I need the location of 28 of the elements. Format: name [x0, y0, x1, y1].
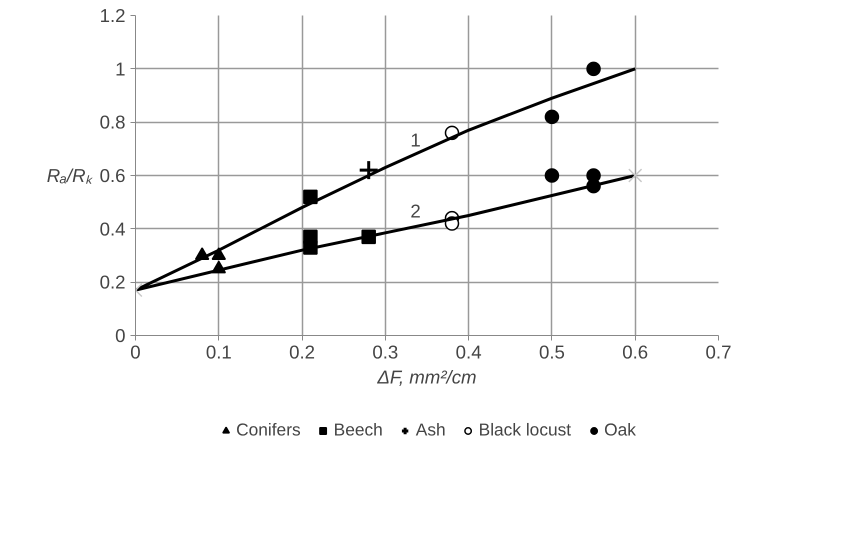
y-tick-label: 0.8: [100, 112, 126, 133]
point: [358, 160, 380, 181]
legend-label: Conifers: [236, 420, 301, 440]
x-tick-label: 0.7: [706, 342, 732, 362]
point: [544, 168, 560, 183]
point: [586, 62, 601, 76]
legend-label: Black locust: [478, 420, 572, 440]
y-tick-label: 1: [115, 58, 126, 80]
x-tick-label: 0.2: [289, 342, 316, 362]
x-axis-title: ΔF, mm²/cm: [376, 366, 477, 388]
y-tick-label: 0: [115, 325, 126, 346]
x-tick-label: 0.4: [456, 342, 482, 362]
y-tick-label: 1.2: [100, 5, 126, 26]
legend-label: Ash: [416, 420, 446, 440]
series-label: 2: [410, 200, 421, 222]
point: [544, 110, 560, 124]
x-tick-label: 0.6: [622, 342, 648, 362]
y-tick-label: 0.2: [100, 272, 126, 293]
x-tick-label: 0.1: [206, 342, 232, 362]
y-tick-label: 0.4: [100, 218, 126, 240]
x-tick-label: 0.5: [538, 342, 565, 362]
legend-label: Beech: [334, 420, 383, 440]
legend-label: Oak: [604, 420, 636, 440]
x-tick-label: 0.3: [372, 342, 398, 362]
y-axis-title: Rₐ/Rₖ: [46, 165, 94, 186]
y-tick-label: 0.6: [100, 165, 126, 186]
series-label: 1: [410, 129, 421, 150]
x-tick-label: 0: [130, 342, 141, 362]
